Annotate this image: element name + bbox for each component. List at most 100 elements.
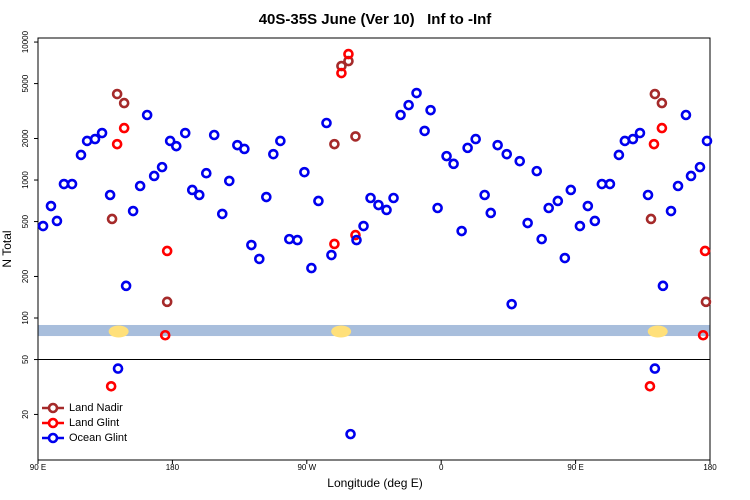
plot-frame — [37, 37, 711, 461]
y-tick-label: 20 — [21, 409, 30, 418]
point — [111, 88, 123, 100]
point — [665, 205, 677, 217]
point — [694, 161, 706, 173]
point — [51, 215, 63, 227]
point — [329, 238, 340, 250]
point — [697, 329, 709, 341]
point — [403, 99, 414, 111]
point — [680, 109, 692, 121]
point — [134, 180, 146, 192]
point — [522, 217, 533, 229]
point — [193, 189, 205, 201]
point — [200, 167, 212, 179]
point — [170, 140, 182, 152]
y-tick-label: 1000 — [21, 171, 30, 189]
point — [120, 280, 132, 292]
point — [656, 122, 668, 134]
point — [112, 363, 124, 374]
point — [395, 109, 406, 121]
point — [531, 165, 543, 177]
point — [104, 189, 116, 201]
point — [37, 220, 49, 232]
point — [186, 184, 198, 196]
y-tick-label: 2000 — [21, 129, 30, 147]
point — [141, 109, 153, 121]
x-tick-label: 180 — [166, 463, 180, 472]
legend-label: Land Glint — [69, 417, 119, 429]
point — [574, 220, 586, 232]
x-tick-label: 90 W — [297, 463, 316, 472]
point — [45, 200, 57, 212]
y-tick-label: 10000 — [21, 30, 30, 53]
point — [649, 363, 661, 374]
point — [552, 195, 564, 207]
point — [299, 166, 310, 178]
point — [329, 138, 340, 150]
point — [275, 135, 286, 147]
band — [38, 324, 710, 337]
point — [388, 192, 399, 204]
point — [657, 280, 669, 292]
point — [373, 199, 384, 211]
point — [350, 131, 361, 142]
point — [448, 158, 459, 170]
point — [345, 428, 356, 440]
point — [543, 202, 555, 214]
point — [351, 234, 362, 246]
point — [254, 253, 265, 265]
point — [700, 296, 712, 308]
point — [644, 380, 656, 392]
point — [164, 135, 176, 147]
point — [627, 133, 639, 145]
point — [582, 200, 594, 212]
band-marker — [108, 325, 129, 338]
x-tick-label: 180 — [703, 463, 717, 472]
point — [208, 129, 220, 141]
point — [105, 380, 117, 392]
point — [358, 220, 369, 232]
y-tick-label: 100 — [21, 311, 30, 325]
point — [111, 138, 123, 150]
point — [645, 213, 657, 225]
point — [106, 213, 118, 225]
point — [685, 170, 697, 182]
point — [239, 143, 250, 155]
point — [159, 329, 171, 341]
point — [492, 139, 503, 151]
point — [419, 125, 430, 137]
x-tick-label: 90 E — [567, 463, 583, 472]
point — [649, 88, 661, 100]
point — [148, 170, 160, 182]
point — [506, 298, 517, 310]
point — [179, 127, 191, 139]
point — [118, 122, 130, 134]
legend-marker — [47, 402, 59, 414]
point — [216, 208, 228, 220]
point — [411, 87, 422, 99]
legend-label: Ocean Glint — [69, 432, 127, 444]
point — [672, 180, 684, 192]
point — [470, 133, 481, 145]
chart-title: 40S-35S June (Ver 10) Inf to -Inf — [259, 11, 493, 28]
point — [642, 189, 654, 201]
point — [699, 245, 711, 257]
point — [441, 150, 452, 162]
point — [326, 249, 337, 261]
point — [432, 202, 443, 214]
point — [127, 205, 139, 217]
point — [118, 97, 130, 109]
point — [701, 135, 713, 147]
point — [456, 225, 467, 237]
point — [425, 104, 436, 116]
y-tick-label: 500 — [21, 214, 30, 228]
point — [365, 192, 376, 204]
point — [268, 148, 279, 160]
point — [89, 133, 101, 145]
legend-label: Land Nadir — [69, 402, 123, 414]
point — [292, 234, 303, 246]
point — [161, 296, 173, 308]
point — [321, 117, 332, 129]
point — [284, 233, 295, 245]
point — [536, 233, 548, 245]
point — [66, 178, 78, 190]
